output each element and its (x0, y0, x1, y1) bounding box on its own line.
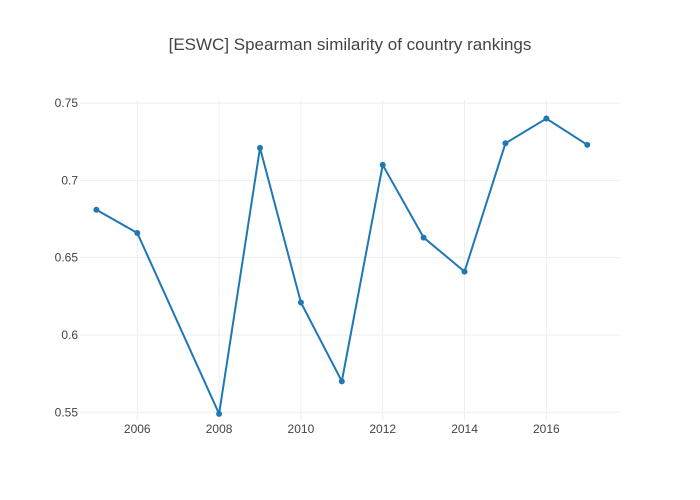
data-point (502, 140, 509, 147)
series-layer (93, 115, 591, 417)
data-point (93, 206, 100, 213)
x-tick-label: 2016 (533, 422, 560, 436)
x-tick-label: 2010 (288, 422, 315, 436)
y-axis-ticks: 0.55 0.6 0.65 0.7 0.75 (55, 96, 79, 419)
x-tick-label: 2008 (206, 422, 233, 436)
data-point (216, 410, 223, 417)
y-tick-label: 0.55 (55, 405, 79, 419)
x-gridlines (136, 100, 547, 420)
y-tick-label: 0.65 (55, 251, 79, 265)
x-tick-label: 2006 (124, 422, 151, 436)
x-axis-ticks: 2006 2008 2010 2012 2014 2016 (124, 422, 560, 436)
data-point (379, 161, 386, 168)
data-point (420, 234, 427, 241)
series-line (95, 117, 588, 415)
data-point (338, 378, 345, 385)
chart-title: [ESWC] Spearman similarity of country ra… (169, 35, 532, 54)
x-tick-label: 2012 (369, 422, 396, 436)
y-tick-label: 0.75 (55, 96, 79, 110)
data-point (297, 299, 304, 306)
y-tick-label: 0.6 (61, 328, 78, 342)
y-gridlines (80, 102, 620, 413)
data-point (543, 115, 550, 122)
data-point (134, 229, 141, 236)
data-point (461, 268, 468, 275)
data-point (257, 144, 263, 151)
data-point (584, 141, 591, 148)
y-tick-label: 0.7 (61, 173, 78, 187)
x-tick-label: 2014 (451, 422, 478, 436)
